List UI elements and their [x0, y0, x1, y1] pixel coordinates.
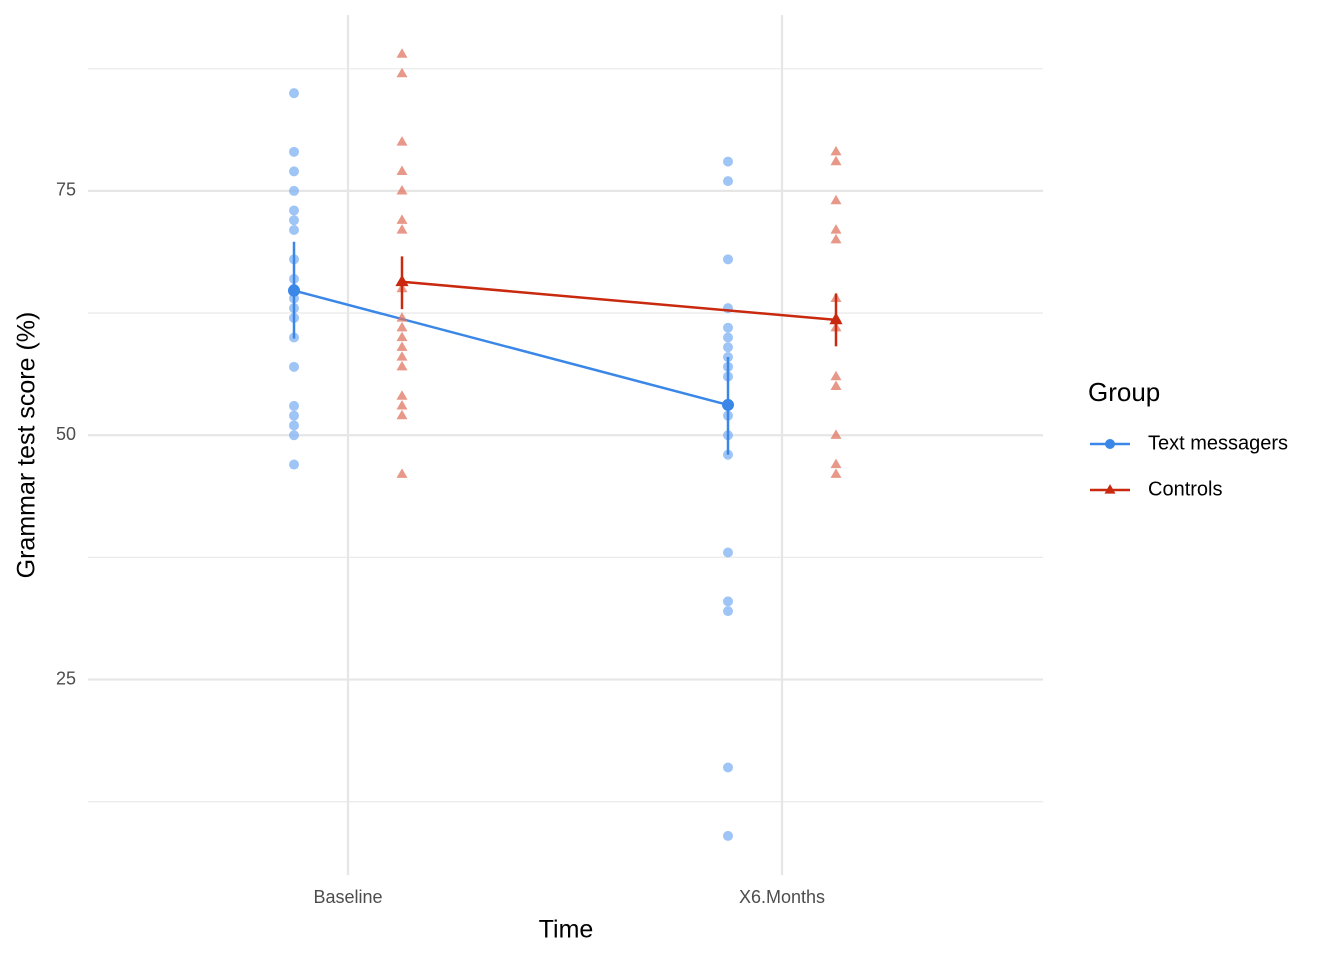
data-point [289, 88, 299, 99]
mean-point [829, 312, 843, 325]
data-point [289, 361, 299, 372]
data-point [723, 176, 733, 187]
mean-point [722, 398, 734, 411]
x-tick-label: Baseline [313, 887, 382, 907]
data-point [830, 370, 842, 381]
data-point [396, 331, 408, 342]
data-point [396, 165, 408, 175]
mean-point [395, 274, 409, 287]
data-point [723, 762, 733, 773]
data-point [830, 380, 842, 390]
data-point [396, 312, 408, 322]
data-point [830, 233, 842, 244]
x-tick-label: X6.Months [739, 887, 825, 907]
legend-marker [1105, 439, 1115, 449]
data-point [830, 224, 842, 234]
data-point [723, 596, 733, 607]
data-point [289, 185, 299, 196]
data-point [396, 409, 408, 420]
grid [88, 15, 1043, 875]
data-point [723, 830, 733, 841]
data-point [830, 468, 842, 478]
data-point [723, 322, 733, 333]
mean-line [293, 289, 729, 407]
data-point [830, 429, 842, 439]
data-point [723, 254, 733, 265]
y-axis-title: Grammar test score (%) [13, 312, 41, 579]
data-point [396, 390, 408, 400]
data-point [723, 342, 733, 353]
data-point [396, 185, 408, 195]
data-point [396, 360, 408, 371]
data-point [396, 67, 408, 78]
data-point [830, 194, 842, 205]
data-point [396, 351, 408, 361]
data-point [289, 166, 299, 177]
x-axis-title: Time [539, 916, 594, 944]
data-point [396, 321, 408, 332]
data-point [289, 146, 299, 157]
series [288, 88, 734, 841]
data-point [396, 341, 408, 351]
data-point [289, 430, 299, 441]
data-point [830, 145, 842, 156]
y-tick-label: 25 [56, 668, 76, 688]
data-point [396, 48, 408, 58]
data-point [723, 547, 733, 558]
data-point [830, 155, 842, 166]
y-tick-label: 75 [56, 180, 76, 200]
data-point [396, 224, 408, 234]
data-point [289, 225, 299, 235]
data-point [396, 136, 408, 146]
data-point [723, 332, 733, 343]
data-point [289, 410, 299, 421]
mean-point [288, 284, 300, 297]
data-point [396, 400, 408, 410]
series [395, 48, 843, 478]
data-point [289, 215, 299, 226]
legend-marker [1104, 484, 1116, 494]
data-point [830, 458, 842, 469]
data-point [723, 156, 733, 167]
data-point [396, 468, 408, 478]
legend-label: Controls [1148, 478, 1222, 500]
legend-title: Group [1088, 377, 1160, 407]
legend-label: Text messagers [1148, 432, 1288, 454]
data-point [289, 205, 299, 216]
data-point [289, 400, 299, 411]
data-point [289, 420, 299, 431]
y-tick-label: 50 [56, 424, 76, 444]
data-point [723, 606, 733, 617]
mean-line [401, 280, 837, 322]
data-point [396, 214, 408, 224]
data-point [289, 459, 299, 470]
